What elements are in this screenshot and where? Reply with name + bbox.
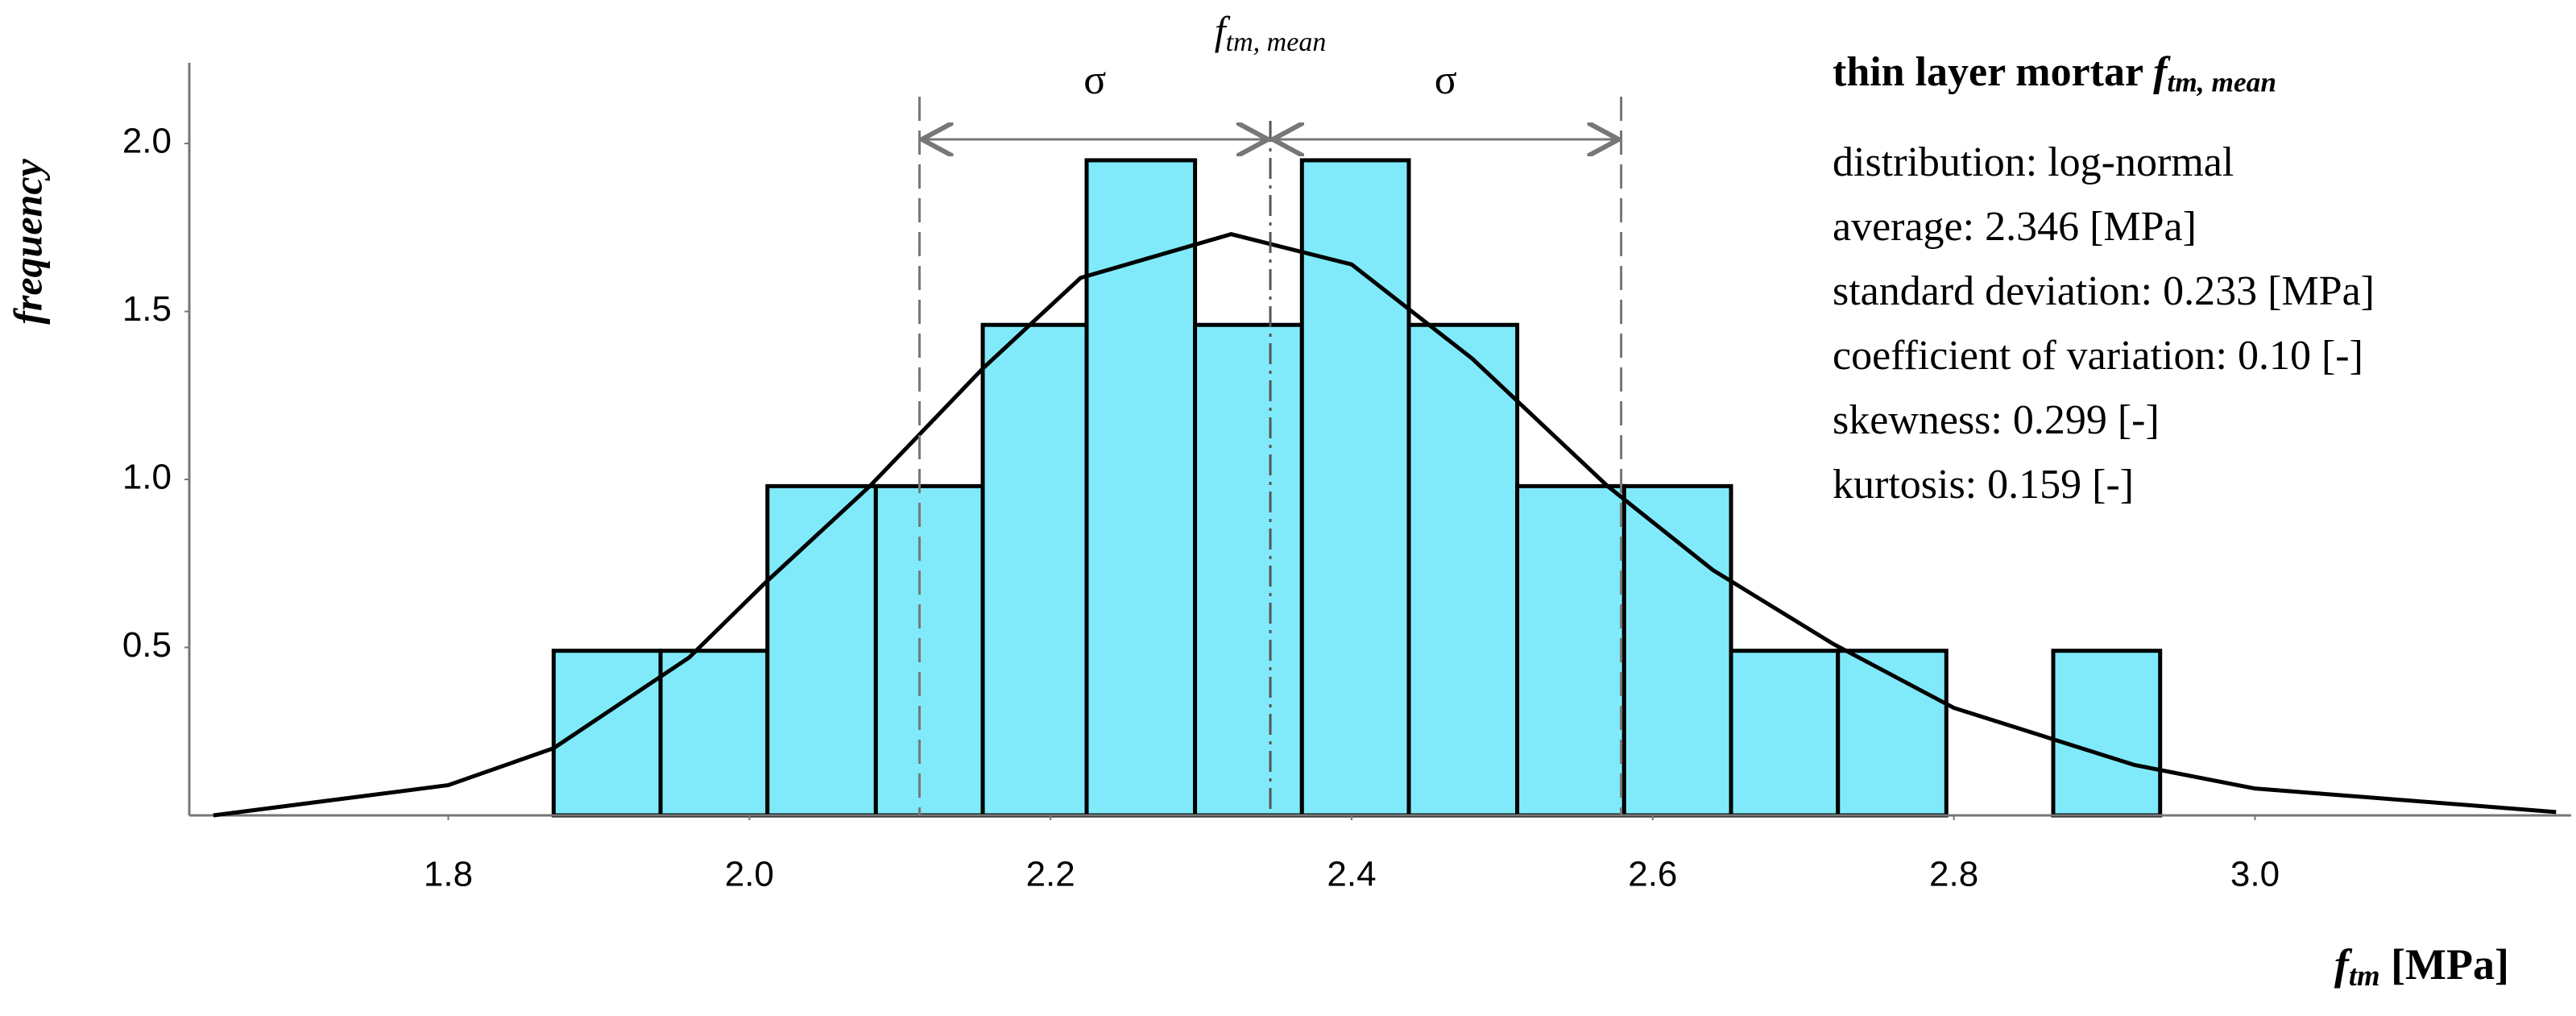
bar xyxy=(1621,483,1733,818)
bar xyxy=(1836,649,1949,818)
info-title: thin layer mortar ftm, mean xyxy=(1833,49,2276,98)
bar xyxy=(1406,322,1520,818)
x-tick-label: 2.8 xyxy=(1929,855,1978,894)
x-tick-label: 3.0 xyxy=(2230,855,2280,894)
x-tick-label: 2.2 xyxy=(1026,855,1075,894)
fit-curve xyxy=(213,232,2557,818)
info-line: average: 2.346 [MPa] xyxy=(1833,204,2197,250)
info-line: standard deviation: 0.233 [MPa] xyxy=(1833,268,2375,314)
mean-label-part: tm, mean xyxy=(1226,27,1327,57)
y-tick-label: 0.5 xyxy=(122,625,172,665)
y-tick-label: 1.5 xyxy=(122,289,172,329)
x-axis-label: ftm [MPa] xyxy=(2334,940,2509,992)
y-tick-label: 1.0 xyxy=(122,458,172,497)
y-tick-label: 2.0 xyxy=(122,122,172,161)
bar xyxy=(2051,649,2163,818)
bar xyxy=(1515,483,1626,818)
x-axis-label-part: f xyxy=(2334,940,2353,989)
bar xyxy=(658,649,770,818)
bar xyxy=(873,483,985,818)
x-axis-label-part: tm xyxy=(2349,959,2380,992)
info-line: coefficient of variation: 0.10 [-] xyxy=(1833,333,2363,379)
bar xyxy=(980,322,1089,818)
bar xyxy=(1729,649,1841,818)
bar xyxy=(765,483,878,818)
info-line: kurtosis: 0.159 [-] xyxy=(1833,462,2134,508)
info-line: skewness: 0.299 [-] xyxy=(1833,397,2160,443)
mean-label: ftm, mean xyxy=(1215,8,1327,56)
sigma-label: σ xyxy=(1435,57,1457,103)
info-title-part: thin layer mortar xyxy=(1833,49,2153,95)
y-axis-label: frequency xyxy=(5,158,50,324)
info-title-part: tm, mean xyxy=(2167,66,2276,98)
x-tick-label: 2.0 xyxy=(725,855,774,894)
bar xyxy=(551,649,663,818)
x-tick-label: 2.6 xyxy=(1628,855,1677,894)
bar xyxy=(1299,158,1411,818)
bar xyxy=(1193,322,1304,818)
info-title-part: f xyxy=(2153,49,2171,95)
x-tick-label: 2.4 xyxy=(1327,855,1376,894)
info-line: distribution: log-normal xyxy=(1833,139,2234,185)
sigma-label: σ xyxy=(1083,57,1106,103)
x-tick-label: 1.8 xyxy=(424,855,473,894)
x-axis-label-part: [MPa] xyxy=(2380,940,2509,989)
